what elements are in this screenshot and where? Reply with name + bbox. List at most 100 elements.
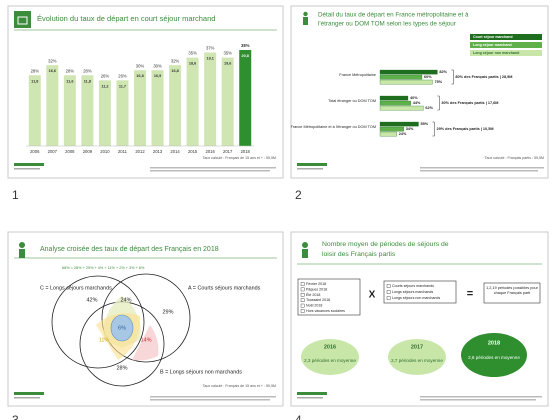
legend-label: Long séjour marchand: [473, 43, 512, 47]
group-note: 30% des Français partis | 17,6M: [441, 101, 498, 105]
checkbox: [386, 284, 391, 288]
logo: [297, 392, 327, 395]
x-tick-label: 2016: [205, 149, 215, 154]
bar: [63, 75, 76, 146]
inner-label: 16,6: [49, 69, 56, 73]
slide-number: 1: [12, 188, 19, 202]
group-label: France Métropolitaine et à l'étranger ou…: [291, 125, 376, 129]
slide-frame[interactable]: [290, 231, 549, 407]
legend-label: Court séjour marchand: [473, 35, 513, 39]
year-label: 2018: [488, 340, 500, 346]
bracket: [432, 121, 435, 137]
list-box: [383, 280, 457, 304]
region-label: 42%: [86, 297, 97, 303]
year-text: 2,6 périodes en moyenne: [468, 355, 520, 360]
icon-glyph: [302, 242, 308, 248]
x-tick-label: 2009: [83, 149, 93, 154]
source-text: [420, 396, 542, 398]
bar: [204, 52, 217, 146]
slide-icon: [14, 11, 31, 28]
x-tick-label: 2007: [48, 149, 58, 154]
year-label: 2017: [411, 344, 423, 350]
year-bubble: [301, 339, 359, 375]
bar: [239, 50, 252, 146]
value-label: 34%: [406, 127, 414, 131]
x-tick-label: 2013: [153, 149, 163, 154]
inner-label: 20,8: [242, 54, 249, 58]
checkbox: [300, 303, 305, 308]
venn-center: [110, 314, 134, 342]
value-label: 37%: [206, 46, 215, 51]
bar: [379, 95, 409, 101]
region-label: 24%: [120, 297, 131, 303]
value-label: 44%: [413, 101, 421, 105]
legend-swatch: [470, 42, 542, 48]
checkbox: [386, 290, 391, 294]
slide-thumbnail[interactable]: Analyse croisée des taux de départ des F…: [7, 231, 284, 407]
checkbox: [386, 296, 391, 300]
x-tick-label: 2006: [30, 149, 40, 154]
legend-swatch: [470, 34, 542, 40]
region-label: 28%: [116, 365, 127, 371]
bar: [379, 69, 438, 75]
value-label: 75%: [435, 80, 443, 84]
bar: [379, 79, 433, 85]
slide-number: 2: [295, 188, 302, 202]
value-label: 28%: [66, 68, 75, 73]
region-label: 11%: [99, 337, 110, 343]
list-item: Longs séjours non marchands: [392, 296, 440, 300]
slide-footer: Taux calculé : Français partis : 55,5M: [485, 156, 544, 160]
legend-label: Long séjour non marchand: [473, 51, 519, 55]
value-label: 60%: [424, 75, 432, 79]
value-label: 40%: [410, 96, 418, 100]
year-text: 2,3 périodes en moyenne: [304, 358, 356, 363]
bar: [221, 57, 234, 146]
bar: [379, 121, 419, 127]
region-label: 6%: [118, 325, 126, 331]
source-text: [420, 170, 538, 172]
bar: [186, 57, 199, 146]
venn-circle: [101, 273, 191, 363]
checkbox: [300, 282, 305, 286]
inner-label: 11,6: [66, 79, 73, 83]
list-item: Hors vacances scolaires: [306, 309, 345, 313]
source-text: [420, 399, 536, 401]
bar: [379, 105, 424, 111]
inner-label: 16,9: [154, 74, 161, 78]
slide-thumbnail[interactable]: Détail du taux de départ en France métro…: [290, 5, 549, 179]
value-label: 28%: [31, 68, 40, 73]
slide-frame[interactable]: [7, 231, 284, 407]
region-label: 14%: [140, 337, 151, 343]
result-text: 1,2,19 périodes possibles pour chaque Fr…: [486, 286, 538, 295]
inner-label: 11,8: [31, 79, 38, 83]
icon-glyph: [303, 17, 308, 25]
x-tick-label: 2011: [118, 149, 128, 154]
slide-title-line: Nombre moyen de périodes de séjours de: [322, 241, 449, 248]
bar: [379, 74, 423, 80]
slide-thumbnail[interactable]: Nombre moyen de périodes de séjours de l…: [290, 231, 549, 407]
value-label: 30%: [153, 63, 162, 68]
logo: [14, 163, 44, 166]
slide-frame[interactable]: [290, 5, 549, 179]
value-label: 26%: [118, 73, 127, 78]
group-note: 80% des Français partis | 28,9M: [455, 75, 512, 79]
slide-thumbnail[interactable]: Évolution du taux de départ en court séj…: [7, 5, 284, 179]
slide-title-line: l'étranger ou DOM TOM selon les types de…: [318, 21, 456, 28]
year-text: 2,7 périodes en moyenne: [391, 358, 443, 363]
type-list: Courts séjours marchands Longs séjours ma…: [386, 284, 440, 300]
bar: [98, 80, 111, 146]
venn-circle: [51, 275, 145, 369]
x-tick-label: 2014: [170, 149, 180, 154]
inner-label: 16,8: [136, 74, 143, 78]
region-label: 29%: [162, 309, 173, 315]
list-item: Courts séjours marchands: [392, 284, 434, 288]
inner-label: 18,6: [189, 62, 196, 66]
list-item: Longs séjours marchands: [392, 290, 433, 294]
x-tick-label: 2015: [188, 149, 198, 154]
value-label: 62%: [425, 106, 433, 110]
x-tick-label: 2008: [65, 149, 75, 154]
source-text: [150, 170, 270, 172]
group-note: 29% des Français partis | 10,5M: [437, 127, 494, 131]
